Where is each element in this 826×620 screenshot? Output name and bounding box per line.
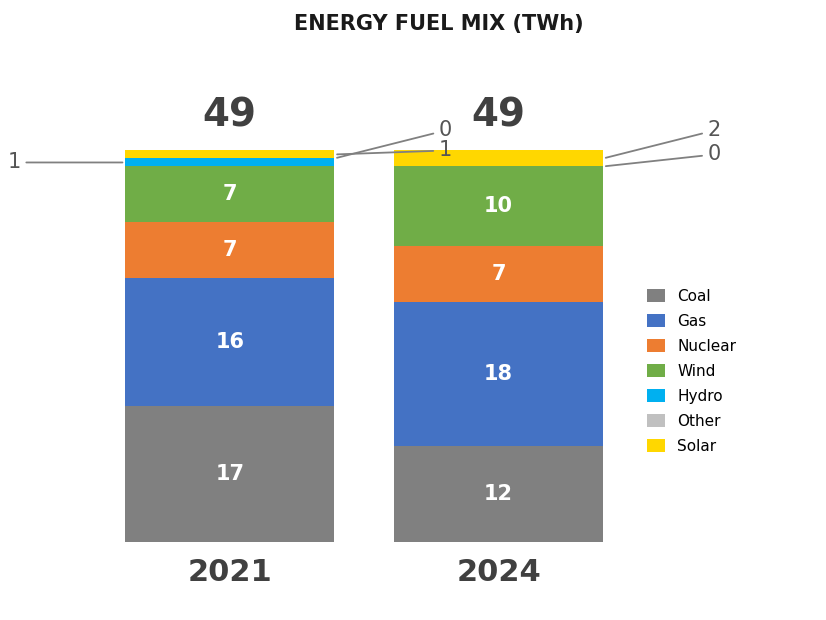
Bar: [394, 151, 603, 166]
Text: 16: 16: [216, 332, 244, 352]
Text: 2: 2: [605, 120, 721, 157]
Text: 7: 7: [222, 241, 237, 260]
Text: 49: 49: [472, 97, 525, 135]
Bar: [394, 303, 603, 446]
Text: 2024: 2024: [456, 558, 541, 587]
Text: 18: 18: [484, 365, 513, 384]
Text: 2021: 2021: [188, 558, 272, 587]
Text: 1: 1: [337, 141, 452, 161]
Bar: [394, 446, 603, 542]
Bar: [126, 151, 335, 159]
Bar: [126, 406, 335, 542]
Text: 12: 12: [484, 484, 513, 504]
Text: 0: 0: [337, 120, 452, 157]
Bar: [126, 166, 335, 223]
Text: 7: 7: [491, 264, 506, 285]
Legend: Coal, Gas, Nuclear, Wind, Hydro, Other, Solar: Coal, Gas, Nuclear, Wind, Hydro, Other, …: [641, 283, 743, 460]
Title: ENERGY FUEL MIX (TWh): ENERGY FUEL MIX (TWh): [294, 14, 584, 34]
Text: 0: 0: [605, 144, 721, 166]
Text: 49: 49: [203, 97, 257, 135]
Bar: [394, 166, 603, 246]
Text: 1: 1: [7, 153, 122, 172]
Bar: [126, 159, 335, 166]
Bar: [126, 278, 335, 406]
Bar: [126, 223, 335, 278]
Text: 7: 7: [222, 184, 237, 205]
Text: 17: 17: [216, 464, 244, 484]
Bar: [394, 246, 603, 303]
Text: 10: 10: [484, 197, 513, 216]
